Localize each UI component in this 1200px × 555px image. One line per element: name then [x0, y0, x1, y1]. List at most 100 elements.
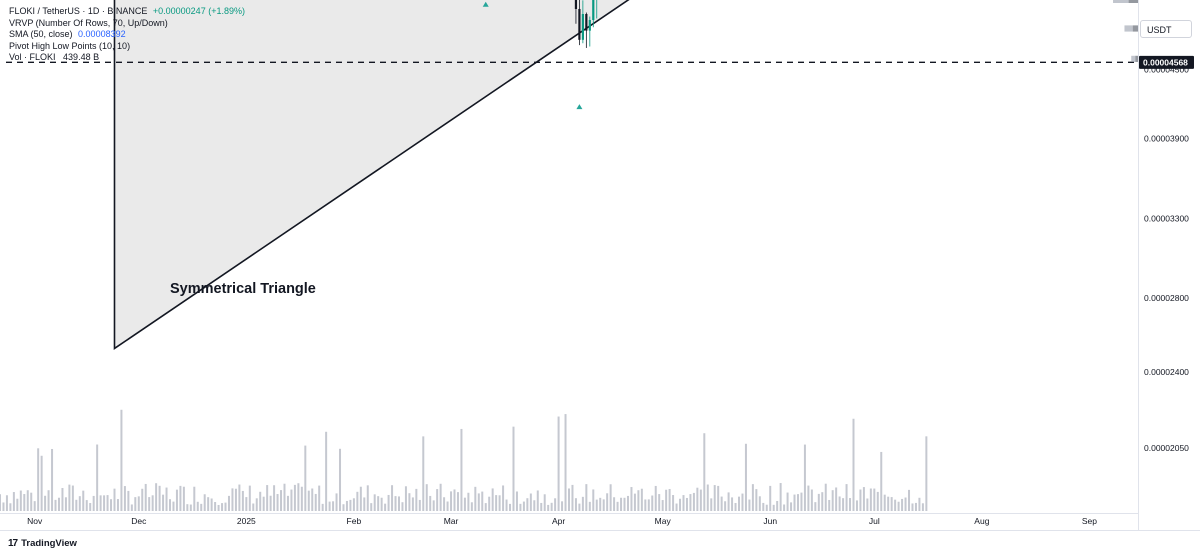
volume-bar — [633, 493, 636, 511]
volume-bar — [710, 498, 713, 511]
volume-bar — [595, 499, 598, 511]
profile-bar-up — [1124, 25, 1133, 32]
volume-bar — [814, 502, 817, 511]
volume-bar — [574, 498, 577, 511]
volume-bar — [207, 497, 210, 511]
volume-bar — [904, 497, 907, 511]
volume-bar — [196, 501, 199, 511]
volume-bar — [0, 494, 1, 511]
volume-bar — [484, 503, 487, 511]
volume-bar — [599, 497, 602, 511]
volume-bar — [57, 497, 60, 511]
volume-bar — [696, 487, 699, 511]
volume-bar — [23, 494, 26, 511]
volume-bar — [116, 499, 119, 511]
volume-bar — [842, 498, 845, 511]
volume-bar — [908, 489, 911, 511]
volume-bar — [304, 445, 307, 511]
volume-bar — [293, 484, 296, 511]
volume-bar — [342, 504, 345, 511]
volume-bar — [96, 444, 99, 511]
legend-pivot[interactable]: Pivot High Low Points (10, 10) — [9, 40, 131, 51]
volume-bar — [512, 426, 515, 511]
volume-bar — [307, 490, 310, 511]
volume-bar — [366, 485, 369, 511]
legend-vrvp[interactable]: VRVP (Number Of Rows, 70, Up/Down) — [9, 17, 168, 28]
volume-bar — [675, 503, 678, 511]
volume-bar — [397, 496, 400, 511]
volume-bar — [568, 488, 570, 511]
volume-bar — [727, 492, 730, 511]
volume-bar — [699, 489, 702, 511]
legend-sma-row[interactable]: SMA (50, close) 0.00008392 — [9, 29, 245, 41]
volume-bars — [0, 409, 928, 511]
volume-bar — [637, 490, 640, 511]
triangle-label: Symmetrical Triangle — [170, 281, 316, 297]
currency-button[interactable]: USDT — [1140, 20, 1192, 38]
volume-bar — [172, 501, 175, 511]
volume-bar — [758, 496, 761, 511]
tradingview-brand[interactable]: 17 TradingView — [8, 538, 77, 549]
volume-bar — [134, 497, 137, 511]
volume-bar — [30, 492, 33, 511]
volume-bar — [453, 489, 456, 511]
volume-bar — [668, 488, 671, 511]
volume-bar — [273, 485, 276, 511]
volume-bar — [359, 486, 362, 511]
x-tick-label: Sep — [1082, 516, 1097, 526]
volume-bar — [685, 497, 688, 511]
volume-bar — [280, 490, 283, 511]
volume-bar — [54, 499, 57, 511]
legend-change: +0.00000247 (+1.89%) — [152, 6, 245, 16]
volume-bar — [200, 503, 203, 511]
volume-bar — [835, 487, 838, 511]
volume-bar — [855, 500, 858, 511]
x-tick-label: Jul — [869, 516, 880, 526]
volume-bar — [234, 488, 237, 511]
volume-bar — [286, 495, 289, 511]
volume-bar — [509, 503, 512, 511]
volume-bar — [151, 495, 154, 511]
volume-bar — [731, 497, 734, 511]
volume-bar — [321, 503, 324, 511]
volume-bar — [335, 493, 338, 511]
volume-bar — [581, 496, 584, 511]
volume-bar — [800, 492, 803, 511]
volume-bar — [658, 494, 661, 511]
volume-bar — [592, 489, 595, 511]
volume-bar — [824, 483, 827, 511]
volume-bar — [651, 495, 654, 511]
volume-bar — [61, 487, 64, 511]
volume-bar — [408, 493, 411, 511]
pivot-low-marker — [576, 104, 583, 110]
symmetrical-triangle — [113, 0, 630, 350]
volume-bar — [120, 409, 123, 511]
volume-bar — [498, 495, 501, 511]
y-tick-label: 0.00002050 — [1144, 443, 1189, 453]
x-tick-label: 2025 — [237, 516, 256, 526]
volume-bar — [654, 485, 657, 511]
volume-bar — [179, 485, 182, 511]
volume-bar — [488, 496, 491, 511]
legend-symbol: FLOKI / TetherUS · 1D · BINANCE — [9, 6, 148, 16]
candles — [574, 0, 598, 48]
volume-bar — [481, 491, 484, 511]
volume-bar — [47, 490, 50, 511]
volume-bar — [418, 499, 421, 511]
legend-vol-row[interactable]: Vol · FLOKI 439.48 B — [9, 52, 245, 64]
volume-bar — [665, 489, 668, 511]
volume-bar — [925, 436, 928, 511]
volume-bar — [613, 497, 616, 511]
volume-bar — [158, 485, 161, 511]
volume-bar — [384, 503, 387, 511]
profile-bar-up — [1113, 0, 1129, 3]
candle-body — [574, 0, 578, 9]
volume-bar — [238, 484, 241, 511]
volume-bar — [422, 436, 425, 511]
y-tick-label: 0.00003900 — [1144, 133, 1189, 143]
volume-bar — [894, 499, 897, 511]
volume-bar — [564, 414, 567, 511]
volume-bar — [26, 490, 29, 511]
volume-bar — [339, 448, 342, 511]
